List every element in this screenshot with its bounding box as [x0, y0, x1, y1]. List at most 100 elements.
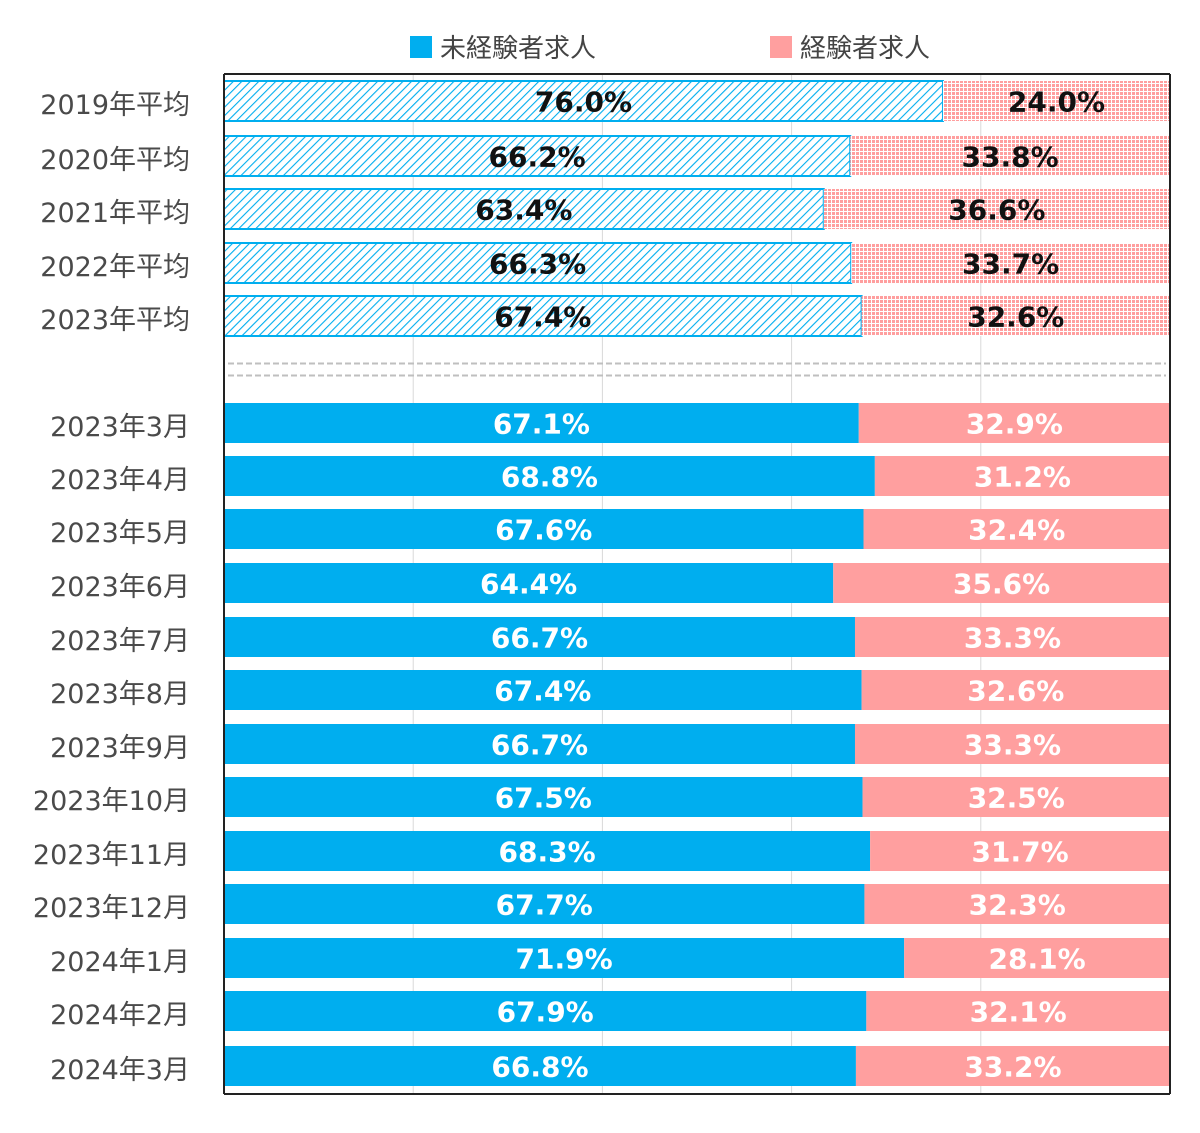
bar-inexperienced [224, 991, 867, 1031]
bar-inexperienced [224, 724, 855, 764]
data-label-experienced: 32.6% [967, 675, 1064, 708]
bar-experienced [942, 81, 1170, 121]
category-label: 2022年平均 [40, 252, 190, 283]
bar-experienced [874, 456, 1170, 496]
bar-experienced [870, 831, 1170, 871]
bar-experienced [851, 243, 1170, 283]
data-label-inexperienced: 66.7% [491, 622, 588, 655]
bar-inexperienced [224, 403, 859, 443]
data-label-inexperienced: 67.7% [496, 889, 593, 922]
data-label-experienced: 33.2% [964, 1051, 1061, 1084]
bar-inexperienced [224, 777, 863, 817]
bars [223, 80, 1170, 1086]
data-label-experienced: 32.4% [968, 514, 1065, 547]
bar-experienced [854, 617, 1170, 657]
data-label-inexperienced: 63.4% [475, 194, 572, 227]
data-label-experienced: 32.3% [969, 889, 1066, 922]
data-label-inexperienced: 66.3% [489, 248, 586, 281]
data-label-experienced: 33.8% [962, 141, 1059, 174]
data-label-inexperienced: 67.5% [495, 782, 592, 815]
data-label-inexperienced: 67.4% [494, 675, 591, 708]
category-label: 2023年11月 [32, 840, 190, 871]
data-label-experienced: 28.1% [989, 943, 1086, 976]
data-label-experienced: 32.9% [966, 408, 1063, 441]
bar-inexperienced [223, 295, 863, 337]
data-label-experienced: 32.1% [970, 996, 1067, 1029]
bar-inexperienced [224, 884, 865, 924]
category-label: 2024年3月 [50, 1055, 190, 1086]
category-label: 2023年12月 [32, 893, 190, 924]
legend-swatch-inexperienced [410, 35, 432, 58]
data-label-inexperienced: 71.9% [516, 943, 613, 976]
category-label: 2021年平均 [40, 198, 190, 229]
data-label-experienced: 32.5% [968, 782, 1065, 815]
category-label: 2023年10月 [32, 786, 190, 817]
data-label-experienced: 31.2% [974, 461, 1071, 494]
data-label-experienced: 31.7% [971, 836, 1068, 869]
bar-experienced [850, 136, 1170, 176]
category-label: 2019年平均 [40, 90, 190, 121]
bar-inexperienced [223, 80, 944, 122]
legend-label-experienced: 経験者求人 [800, 34, 931, 64]
bar-inexperienced [224, 938, 905, 978]
chart-legend: 未経験者求人 経験者求人 [0, 28, 1200, 64]
legend-label-inexperienced: 未経験者求人 [440, 34, 597, 64]
bar-experienced [854, 724, 1170, 764]
bar-inexperienced [224, 670, 862, 710]
bar-inexperienced [223, 242, 853, 284]
bar-experienced [855, 1046, 1170, 1086]
data-label-inexperienced: 66.8% [491, 1051, 588, 1084]
legend-item-experienced: 経験者求人 [770, 28, 930, 65]
bar-inexperienced [224, 509, 864, 549]
data-label-experienced: 24.0% [1008, 86, 1105, 119]
data-labels: 76.0% 24.0% 66.2% 33.8% 63.4% 36.6% 66.3% 33.7%… [475, 86, 1105, 1084]
bar-experienced [866, 991, 1170, 1031]
bar-inexperienced [224, 617, 855, 657]
bar-inexperienced [224, 1046, 856, 1086]
category-label: 2023年7月 [50, 626, 190, 657]
bar-inexperienced [224, 456, 875, 496]
data-label-inexperienced: 68.8% [501, 461, 598, 494]
category-label: 2024年1月 [50, 947, 190, 978]
category-label: 2023年9月 [50, 733, 190, 764]
category-label: 2024年2月 [50, 1000, 190, 1031]
category-label: 2023年4月 [50, 465, 190, 496]
category-label: 2023年5月 [50, 518, 190, 549]
bar-experienced [823, 189, 1170, 229]
data-label-experienced: 36.6% [948, 194, 1045, 227]
plot-frame [223, 73, 1171, 1095]
bar-experienced [858, 403, 1170, 443]
data-label-inexperienced: 67.9% [497, 996, 594, 1029]
legend-item-inexperienced: 未経験者求人 [410, 28, 596, 65]
data-label-inexperienced: 64.4% [480, 568, 577, 601]
bar-experienced [863, 509, 1170, 549]
data-label-experienced: 33.3% [964, 729, 1061, 762]
data-label-inexperienced: 66.7% [491, 729, 588, 762]
category-label: 2023年3月 [50, 412, 190, 443]
bar-experienced [862, 777, 1170, 817]
data-label-inexperienced: 68.3% [498, 836, 595, 869]
category-label: 2023年8月 [50, 679, 190, 710]
bar-experienced [833, 563, 1170, 603]
category-label: 2023年6月 [50, 572, 190, 603]
data-label-experienced: 35.6% [953, 568, 1050, 601]
bar-inexperienced [224, 563, 834, 603]
data-label-experienced: 33.7% [962, 248, 1059, 281]
data-label-inexperienced: 67.4% [494, 301, 591, 334]
bar-experienced [861, 296, 1170, 336]
bar-experienced [904, 938, 1170, 978]
bar-inexperienced [224, 831, 871, 871]
data-label-inexperienced: 67.6% [495, 514, 592, 547]
bar-inexperienced [223, 135, 852, 177]
bar-experienced [861, 670, 1170, 710]
data-label-inexperienced: 66.2% [489, 141, 586, 174]
bar-experienced [864, 884, 1170, 924]
category-label: 2023年平均 [40, 305, 190, 336]
bar-inexperienced [223, 188, 825, 230]
category-label: 2020年平均 [40, 145, 190, 176]
data-label-experienced: 32.6% [967, 301, 1064, 334]
data-label-inexperienced: 76.0% [535, 86, 632, 119]
data-label-inexperienced: 67.1% [493, 408, 590, 441]
legend-swatch-experienced [770, 35, 792, 58]
